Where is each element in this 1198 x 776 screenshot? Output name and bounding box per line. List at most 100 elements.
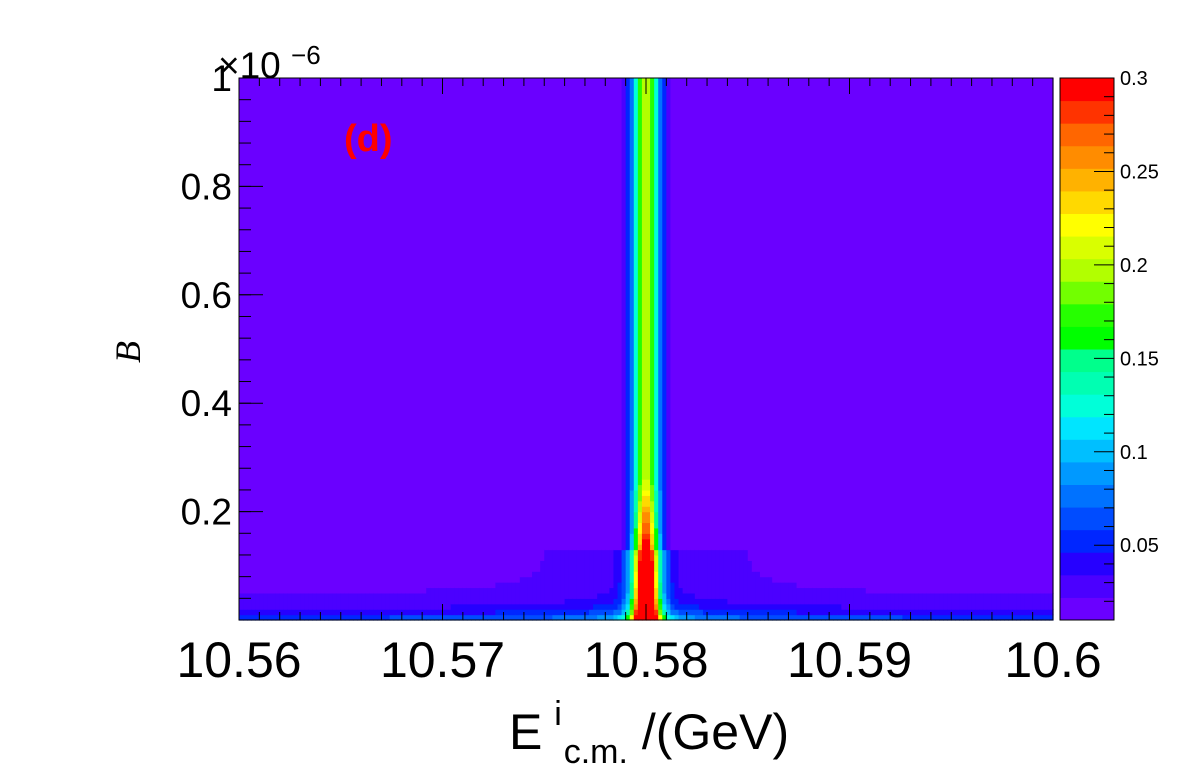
- heatmap-cell: [328, 609, 334, 616]
- heatmap-cell: [837, 614, 842, 621]
- heatmap-cell: [442, 614, 448, 621]
- heatmap-cell: [808, 614, 814, 621]
- heatmap-cell: [527, 78, 533, 578]
- heatmap-cell: [287, 609, 293, 616]
- heatmap-cell: [389, 609, 395, 616]
- heatmap-cell: [295, 609, 301, 616]
- heatmap-cell: [747, 609, 753, 616]
- heatmap-cell: [373, 614, 378, 621]
- heatmap-cell: [556, 614, 562, 621]
- heatmap-cell: [397, 614, 403, 621]
- heatmap-cell: [515, 614, 521, 621]
- heatmap-cell: [523, 78, 529, 578]
- heatmap-cell: [739, 78, 745, 551]
- heatmap-cell: [601, 78, 606, 551]
- heatmap-cell: [991, 609, 997, 616]
- heatmap-cell: [560, 549, 566, 605]
- heatmap-cell: [845, 609, 851, 616]
- heatmap-cell: [418, 592, 423, 610]
- heatmap-cell: [1012, 614, 1017, 621]
- heatmap-cell: [466, 603, 472, 616]
- heatmap-cell: [1020, 592, 1026, 610]
- color-scale-bar: 0.05 0.1 0.15 0.2 0.25 0.3: [1059, 68, 1159, 621]
- heatmap-cell: [271, 609, 277, 616]
- heatmap-cell: [694, 549, 700, 599]
- heatmap-cell: [312, 592, 317, 610]
- heatmap-cell: [702, 609, 708, 616]
- heatmap-cell: [312, 614, 317, 621]
- heatmap-cell: [564, 614, 570, 621]
- heatmap-cell: [572, 598, 578, 610]
- heatmap-cell: [650, 549, 655, 561]
- heatmap-cell: [511, 609, 517, 616]
- heatmap-cell: [300, 78, 305, 594]
- y-tick-label: 0.6: [181, 275, 232, 316]
- heatmap-cell: [947, 614, 952, 621]
- heatmap-cell: [243, 592, 248, 610]
- heatmap-cell: [1000, 614, 1005, 621]
- heatmap-cell: [409, 78, 415, 594]
- heatmap-cell: [361, 78, 366, 594]
- x-axis-title-sup: i: [554, 695, 562, 733]
- heatmap-cell: [743, 609, 749, 616]
- heatmap-cell: [422, 609, 427, 616]
- heatmap-cell: [886, 592, 891, 610]
- heatmap-cell: [405, 614, 411, 621]
- heatmap-cell: [414, 609, 419, 616]
- heatmap-cell: [629, 582, 635, 599]
- heatmap-cell: [613, 78, 619, 551]
- heatmap-cell: [776, 78, 781, 583]
- heatmap-cell: [515, 603, 521, 610]
- heatmap-cell: [772, 582, 777, 605]
- heatmap-cell: [979, 592, 985, 610]
- heatmap-cell: [283, 592, 289, 610]
- heatmap-cell: [279, 614, 285, 621]
- x-tick-label: 10.59: [787, 632, 912, 688]
- heatmap-cell: [792, 614, 798, 621]
- heatmap-cell: [833, 587, 838, 605]
- heatmap-cell: [438, 78, 444, 589]
- heatmap-cell: [1016, 78, 1022, 594]
- heatmap-cell: [418, 614, 423, 621]
- color-scale-segment: [1060, 439, 1114, 463]
- heatmap-cell: [365, 609, 370, 616]
- heatmap-cell: [654, 614, 659, 621]
- heatmap-cell: [939, 614, 944, 621]
- heatmap-cell: [987, 78, 993, 594]
- heatmap-cell: [491, 78, 497, 589]
- heatmap-cell: [466, 78, 472, 589]
- heatmap-cell: [426, 609, 431, 616]
- heatmap-cell: [764, 576, 769, 605]
- heatmap-cell: [808, 603, 814, 616]
- heatmap-cell: [629, 614, 635, 621]
- heatmap-cell: [694, 609, 700, 616]
- heatmap-cell: [621, 614, 627, 621]
- heatmap-cell: [934, 614, 940, 621]
- heatmap-cell: [784, 603, 790, 610]
- heatmap-cell: [873, 609, 879, 616]
- heatmap-cell: [641, 533, 647, 540]
- heatmap-cell: [780, 603, 785, 610]
- heatmap-cell: [625, 549, 631, 594]
- heatmap-cell: [507, 614, 513, 621]
- heatmap-cell: [540, 78, 545, 561]
- heatmap-cell: [483, 614, 488, 621]
- heatmap-cell: [279, 609, 285, 616]
- heatmap-cell: [328, 592, 334, 610]
- heatmap-cell: [450, 587, 456, 605]
- heatmap-cell: [580, 598, 586, 610]
- heatmap-cell: [674, 78, 680, 551]
- heatmap-cell: [1012, 592, 1017, 610]
- heatmap-cell: [979, 78, 985, 594]
- heatmap-cell: [910, 614, 916, 621]
- heatmap-cell: [633, 489, 639, 513]
- heatmap-cell: [344, 614, 350, 621]
- heatmap-cell: [470, 78, 476, 589]
- heatmap-cell: [800, 603, 806, 616]
- heatmap-cell: [1032, 609, 1038, 616]
- heatmap-cell: [930, 614, 936, 621]
- heatmap-cell: [609, 587, 615, 605]
- heatmap-cell: [1032, 592, 1038, 610]
- heatmap-cell: [1004, 614, 1009, 621]
- heatmap-cell: [686, 614, 692, 621]
